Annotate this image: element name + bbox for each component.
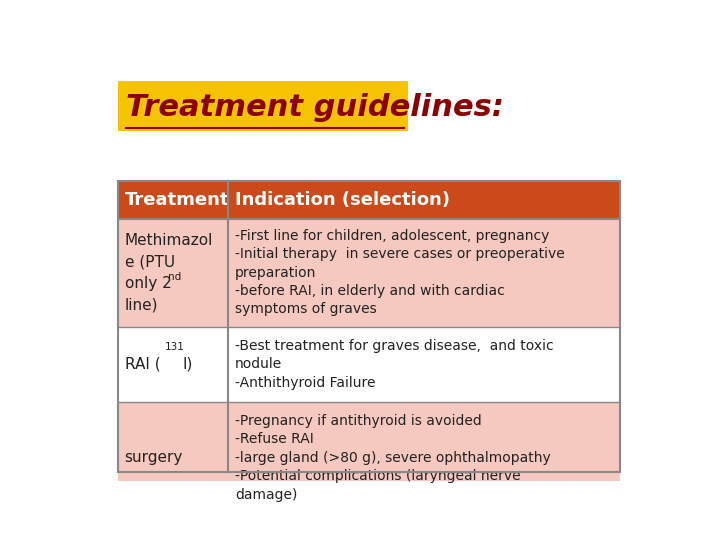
Bar <box>118 327 620 402</box>
Text: -Best treatment for graves disease,  and toxic
nodule
-Anthithyroid Failure: -Best treatment for graves disease, and … <box>235 339 554 389</box>
Text: e (PTU: e (PTU <box>125 254 175 269</box>
Text: -First line for children, adolescent, pregnancy
-Initial therapy  in severe case: -First line for children, adolescent, pr… <box>235 229 564 316</box>
Bar <box>118 181 620 472</box>
Text: Treatment guidelines:: Treatment guidelines: <box>126 93 504 122</box>
Text: line): line) <box>125 298 158 313</box>
Text: RAI (: RAI ( <box>125 357 161 372</box>
FancyBboxPatch shape <box>84 60 654 485</box>
Text: -Pregnancy if antithyroid is avoided
-Refuse RAI
-large gland (>80 g), severe op: -Pregnancy if antithyroid is avoided -Re… <box>235 414 551 502</box>
Text: Treatment: Treatment <box>125 191 229 209</box>
Bar <box>118 181 620 219</box>
Text: I): I) <box>182 357 192 372</box>
Bar <box>118 402 620 514</box>
Text: Indication (selection): Indication (selection) <box>235 191 450 209</box>
Text: only 2: only 2 <box>125 276 171 291</box>
Bar <box>118 82 408 131</box>
Text: 131: 131 <box>165 342 184 353</box>
Bar <box>118 219 620 327</box>
Text: Methimazol: Methimazol <box>125 233 213 248</box>
Text: nd: nd <box>168 273 181 282</box>
Text: surgery: surgery <box>125 450 183 465</box>
